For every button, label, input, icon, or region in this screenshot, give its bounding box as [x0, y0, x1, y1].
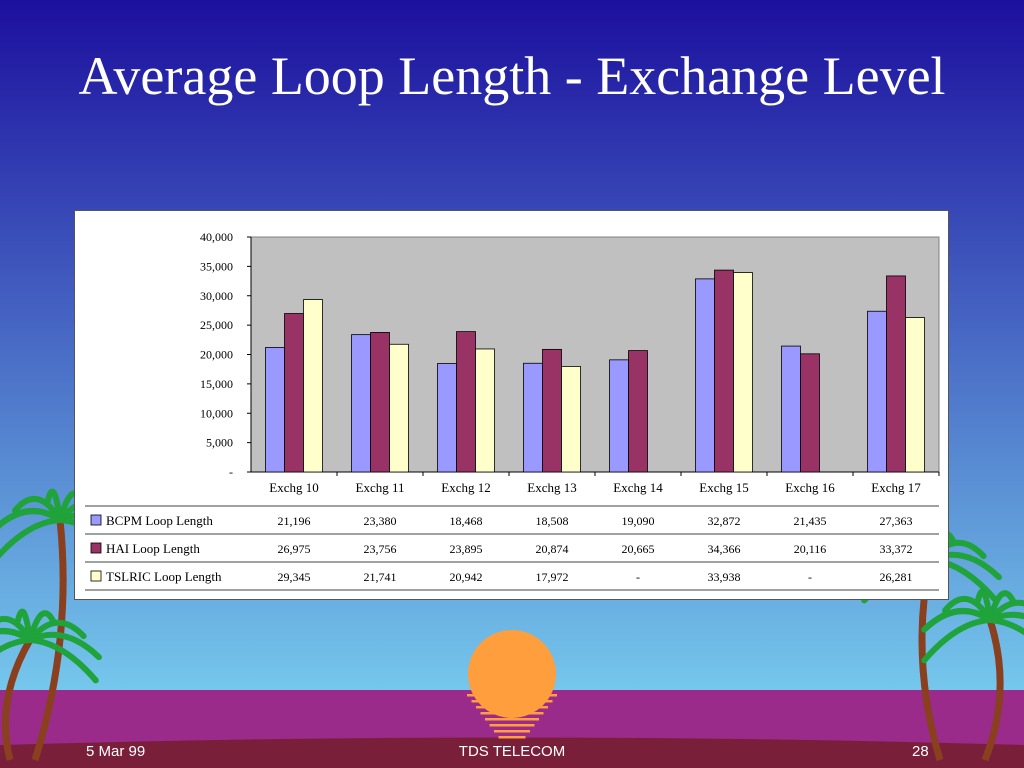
bar-1 — [265, 347, 285, 473]
sun-reflection-line — [498, 736, 526, 739]
bar-1 — [695, 278, 715, 473]
bar-2 — [628, 350, 648, 473]
data-table: BCPM Loop Length 21,196 23,380 18,468 18,508… — [85, 505, 939, 591]
table-row: TSLRIC Loop Length 29,345 21,741 20,942 17,9… — [90, 569, 913, 584]
x-tick-label: Exchg 14 — [613, 480, 663, 495]
data-label: 21,741 — [364, 570, 397, 584]
bar-2 — [714, 269, 734, 473]
bar-2 — [542, 348, 562, 473]
data-label: 18,508 — [536, 514, 569, 528]
y-tick-label: 35,000 — [200, 259, 233, 273]
data-label: 33,372 — [880, 542, 913, 556]
data-label: 33,938 — [708, 570, 741, 584]
data-label: 26,975 — [278, 542, 311, 556]
x-tick-label: Exchg 17 — [871, 480, 921, 495]
sun-reflection-line — [476, 706, 548, 709]
data-label: 20,874 — [536, 542, 569, 556]
bar-1 — [781, 345, 801, 473]
bar-3 — [561, 366, 581, 473]
footer-company: TDS TELECOM — [458, 743, 566, 760]
x-tick-label: Exchg 16 — [785, 480, 835, 495]
data-label: 21,435 — [794, 514, 827, 528]
data-label: 18,468 — [450, 514, 483, 528]
bar-1 — [437, 363, 457, 473]
bar-chart: - 5,000 10,000 15,000 20,000 25,000 30,000 35,0… — [85, 230, 940, 591]
slide-title: Average Loop Length - Exchange Level — [78, 46, 946, 106]
bar-2 — [886, 275, 906, 473]
data-label: 23,895 — [450, 542, 483, 556]
sun-reflection-line — [494, 730, 530, 733]
y-tick-label: 20,000 — [200, 348, 233, 362]
bar-1 — [523, 362, 543, 473]
bar-1 — [351, 334, 371, 473]
data-label: 26,281 — [880, 570, 913, 584]
sun-reflection-line — [489, 724, 535, 727]
legend-entry: HAI Loop Length — [106, 541, 200, 556]
data-label: 19,090 — [622, 514, 655, 528]
bar-2 — [284, 313, 304, 473]
y-tick-label: 30,000 — [200, 289, 233, 303]
data-label: 32,872 — [708, 514, 741, 528]
bar-3 — [389, 343, 409, 473]
data-label: 20,942 — [450, 570, 483, 584]
x-tick-label: Exchg 15 — [699, 480, 748, 495]
bar-2 — [456, 331, 476, 473]
bar-3 — [905, 317, 925, 473]
x-tick-label: Exchg 11 — [356, 480, 405, 495]
y-tick-label: 40,000 — [200, 230, 233, 244]
sunset-icon — [467, 630, 557, 739]
bar-2 — [800, 353, 820, 473]
bar-1 — [609, 359, 629, 473]
legend-swatch — [90, 542, 102, 554]
palm-tree-icon — [0, 608, 102, 761]
bar-3 — [475, 348, 495, 473]
data-label: 23,380 — [364, 514, 397, 528]
legend-entry: BCPM Loop Length — [106, 513, 213, 528]
legend-swatch — [90, 514, 102, 526]
sun-reflection-line — [467, 694, 557, 697]
y-tick-label: 5,000 — [206, 436, 233, 450]
bar-2 — [370, 332, 390, 473]
x-tick-label: Exchg 13 — [527, 480, 576, 495]
sun-reflection-line — [480, 712, 544, 715]
y-tick-label: - — [229, 465, 233, 479]
table-row: BCPM Loop Length 21,196 23,380 18,468 18,508… — [90, 513, 913, 528]
data-label: - — [636, 570, 640, 584]
y-tick-label: 25,000 — [200, 318, 233, 332]
bar-3 — [733, 272, 753, 473]
bar-1 — [867, 310, 887, 473]
sun-reflection-line — [485, 718, 539, 721]
data-label: 27,363 — [880, 514, 913, 528]
data-label: 23,756 — [364, 542, 397, 556]
chart-panel: - 5,000 10,000 15,000 20,000 25,000 30,000 35,0… — [74, 210, 949, 600]
footer-date: 5 Mar 99 — [86, 743, 146, 760]
x-tick-label: Exchg 12 — [441, 480, 490, 495]
data-label: 20,665 — [622, 542, 655, 556]
page-number: 28 — [912, 743, 929, 760]
y-tick-label: 15,000 — [200, 377, 233, 391]
data-label: 29,345 — [278, 570, 311, 584]
x-tick-label: Exchg 10 — [269, 480, 318, 495]
y-tick-label: 10,000 — [200, 406, 233, 420]
dark-ground — [0, 737, 1024, 768]
table-row: HAI Loop Length 26,975 23,756 23,895 20,874 2… — [90, 541, 913, 556]
data-label: - — [808, 570, 812, 584]
bar-3 — [303, 299, 323, 473]
legend-swatch — [90, 570, 102, 582]
palm-tree-icon — [921, 588, 1024, 762]
data-label: 34,366 — [708, 542, 741, 556]
data-label: 21,196 — [278, 514, 311, 528]
data-label: 20,116 — [794, 542, 827, 556]
bars — [265, 269, 925, 473]
sun-reflection-line — [471, 700, 553, 703]
legend-entry: TSLRIC Loop Length — [106, 569, 222, 584]
data-label: 17,972 — [536, 570, 569, 584]
